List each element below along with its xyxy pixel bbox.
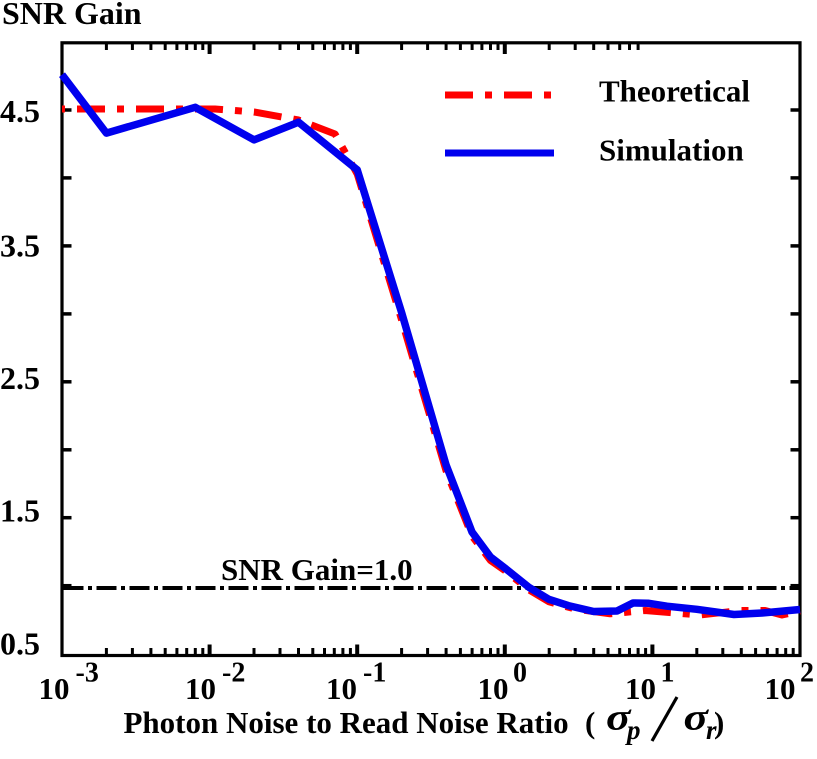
svg-text:Theoretical: Theoretical bbox=[599, 74, 750, 109]
svg-text:SNR Gain: SNR Gain bbox=[2, 0, 142, 31]
svg-text:Simulation: Simulation bbox=[599, 133, 744, 168]
svg-text:r: r bbox=[706, 715, 717, 745]
svg-text:σ: σ bbox=[684, 697, 710, 739]
svg-text:(: ( bbox=[585, 705, 595, 740]
svg-text:2.5: 2.5 bbox=[0, 360, 40, 396]
svg-text:4.5: 4.5 bbox=[0, 93, 40, 129]
svg-text:σ: σ bbox=[606, 697, 632, 739]
svg-text:0.5: 0.5 bbox=[0, 625, 40, 661]
svg-text:SNR Gain=1.0: SNR Gain=1.0 bbox=[221, 552, 413, 587]
svg-text:Photon Noise to Read Noise Rat: Photon Noise to Read Noise Ratio bbox=[124, 705, 569, 740]
svg-text:p: p bbox=[625, 715, 641, 745]
svg-text:): ) bbox=[714, 705, 724, 740]
svg-text:1.5: 1.5 bbox=[0, 493, 40, 529]
svg-text:3.5: 3.5 bbox=[0, 228, 40, 264]
